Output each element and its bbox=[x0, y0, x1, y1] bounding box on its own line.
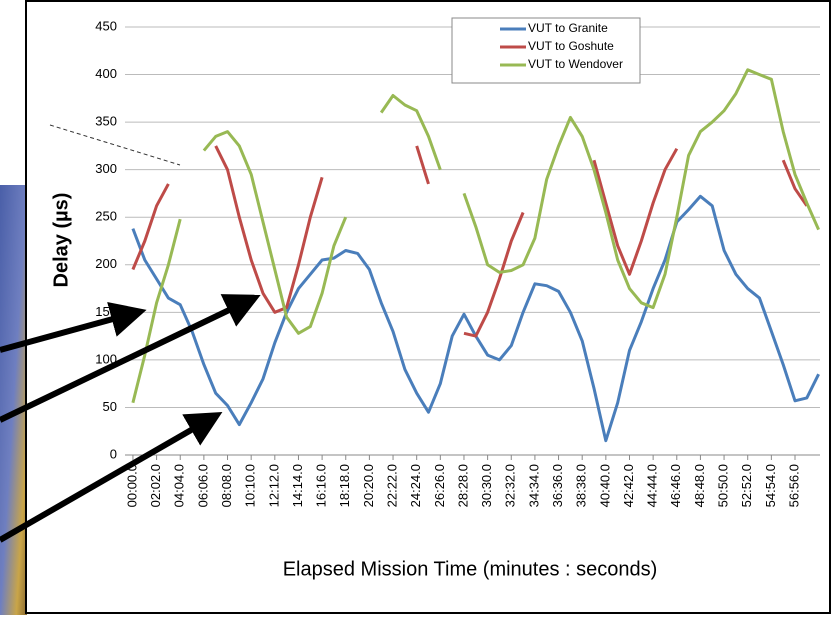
y-tick-label: 0 bbox=[110, 446, 117, 461]
x-tick-label: 26:26.0 bbox=[432, 464, 447, 507]
legend-label: VUT to Goshute bbox=[528, 39, 614, 53]
x-tick-label: 42:42.0 bbox=[621, 464, 636, 507]
y-tick-label: 50 bbox=[103, 399, 117, 414]
x-tick-label: 14:14.0 bbox=[290, 464, 305, 507]
x-tick-label: 18:18.0 bbox=[337, 464, 352, 507]
y-tick-label: 450 bbox=[95, 18, 117, 33]
y-tick-label: 200 bbox=[95, 256, 117, 271]
x-tick-label: 32:32.0 bbox=[503, 464, 518, 507]
x-tick-label: 08:08.0 bbox=[219, 464, 234, 507]
x-tick-label: 20:20.0 bbox=[361, 464, 376, 507]
x-tick-label: 34:34.0 bbox=[526, 464, 541, 507]
y-tick-label: 250 bbox=[95, 209, 117, 224]
x-tick-label: 06:06.0 bbox=[195, 464, 210, 507]
x-tick-label: 36:36.0 bbox=[550, 464, 565, 507]
x-axis-title: Elapsed Mission Time (minutes : seconds) bbox=[283, 558, 658, 580]
y-axis-title: Delay (µs) bbox=[50, 193, 72, 288]
x-tick-label: 22:22.0 bbox=[384, 464, 399, 507]
x-tick-label: 50:50.0 bbox=[716, 464, 731, 507]
x-tick-label: 10:10.0 bbox=[243, 464, 258, 507]
x-tick-label: 16:16.0 bbox=[314, 464, 329, 507]
x-tick-label: 30:30.0 bbox=[479, 464, 494, 507]
y-tick-label: 350 bbox=[95, 114, 117, 129]
chart: 05010015020025030035040045000:00.002:02.… bbox=[0, 0, 831, 615]
x-tick-label: 56:56.0 bbox=[786, 464, 801, 507]
x-tick-label: 46:46.0 bbox=[668, 464, 683, 507]
y-tick-label: 400 bbox=[95, 66, 117, 81]
x-tick-label: 44:44.0 bbox=[645, 464, 660, 507]
legend-label: VUT to Granite bbox=[528, 21, 608, 35]
x-tick-label: 48:48.0 bbox=[692, 464, 707, 507]
map-fragment bbox=[0, 185, 27, 615]
x-tick-label: 28:28.0 bbox=[455, 464, 470, 507]
legend-label: VUT to Wendover bbox=[528, 57, 623, 71]
x-tick-label: 40:40.0 bbox=[597, 464, 612, 507]
x-tick-label: 24:24.0 bbox=[408, 464, 423, 507]
x-tick-label: 38:38.0 bbox=[574, 464, 589, 507]
x-tick-label: 12:12.0 bbox=[266, 464, 281, 507]
x-tick-label: 02:02.0 bbox=[148, 464, 163, 507]
x-tick-label: 04:04.0 bbox=[172, 464, 187, 507]
chart-frame bbox=[26, 1, 830, 613]
x-tick-label: 52:52.0 bbox=[739, 464, 754, 507]
x-tick-label: 54:54.0 bbox=[763, 464, 778, 507]
y-tick-label: 300 bbox=[95, 161, 117, 176]
